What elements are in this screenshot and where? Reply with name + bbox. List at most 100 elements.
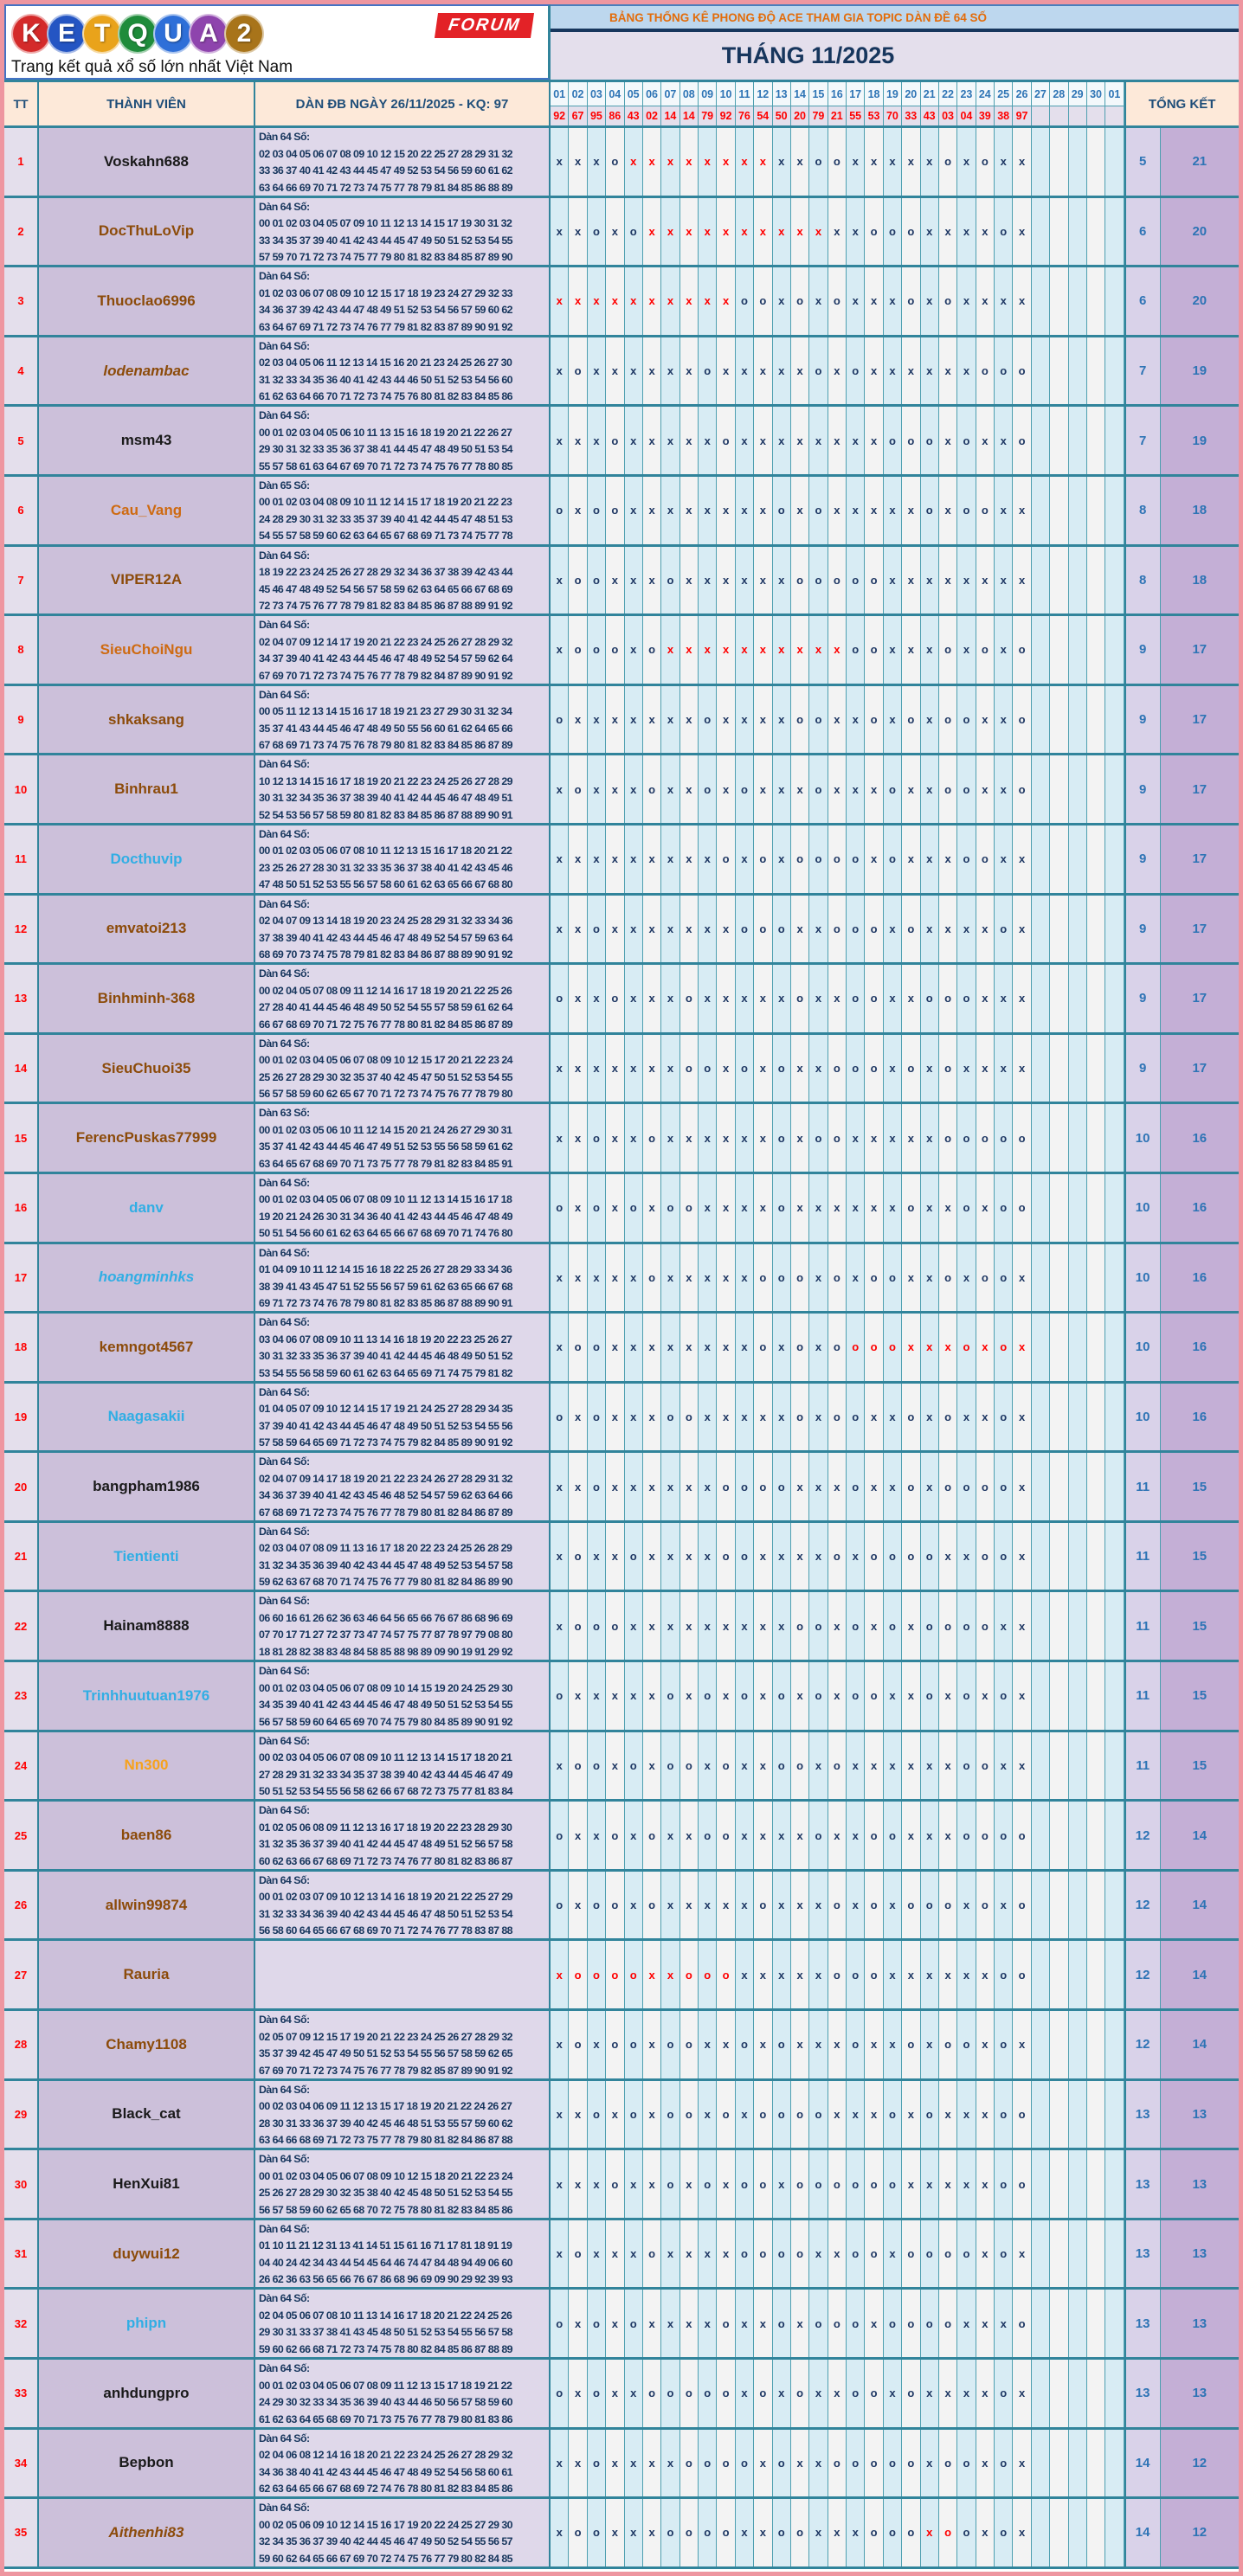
member-name[interactable]: Binhrau1 xyxy=(114,781,178,798)
member-name[interactable]: hoangminhks xyxy=(98,1269,195,1286)
mark-cell xyxy=(1050,1243,1069,1312)
member-name[interactable]: Thuoclao6996 xyxy=(97,292,196,309)
member-name[interactable]: lodenambac xyxy=(103,362,190,379)
dan-numbers-line: 34 36 37 39 42 43 44 47 48 49 51 52 53 5… xyxy=(259,304,513,317)
mark-cell: x xyxy=(624,616,643,684)
day-number: 03 xyxy=(587,82,606,106)
member-name[interactable]: Tientienti xyxy=(113,1547,179,1564)
mark-cell: x xyxy=(754,755,773,823)
member-name[interactable]: Naagasakii xyxy=(107,1408,185,1425)
mark-cell: x xyxy=(957,337,976,405)
member-name[interactable]: kemngot4567 xyxy=(99,1338,194,1355)
mark-cell xyxy=(1050,616,1069,684)
row-number: 9 xyxy=(4,685,39,754)
member-name[interactable]: Black_cat xyxy=(112,2105,181,2123)
mark-cell: x xyxy=(551,2499,570,2566)
member-name[interactable]: Hainam8888 xyxy=(103,1617,190,1635)
dan-cell: Dàn 64 Số: 00 01 02 03 04 05 07 09 10 11 … xyxy=(255,197,551,266)
mark-cell: o xyxy=(976,1243,995,1312)
mark-cell: x xyxy=(661,476,680,544)
mark-cell: x xyxy=(754,337,773,405)
day-result xyxy=(1105,106,1124,125)
mark-cell: x xyxy=(902,1662,921,1730)
mark-cell: o xyxy=(642,1871,662,1939)
dan-numbers-line: 01 02 03 06 07 08 09 10 12 15 17 18 19 2… xyxy=(259,286,513,299)
mark-cell: x xyxy=(883,476,903,544)
member-name[interactable]: Nn300 xyxy=(124,1757,169,1774)
member-name[interactable]: Rauria xyxy=(123,1966,170,1983)
mark-cell: o xyxy=(957,2219,976,2288)
member-name[interactable]: HenXui81 xyxy=(113,2175,180,2193)
mark-cell xyxy=(1086,1173,1106,1242)
dan-numbers-line: 57 58 59 64 65 69 71 72 73 74 75 79 82 8… xyxy=(259,1436,513,1449)
mark-cell: o xyxy=(809,685,828,754)
day-number: 01 xyxy=(551,82,569,106)
mark-cell: o xyxy=(865,2499,884,2566)
mark-cell: x xyxy=(1013,1522,1032,1590)
member-name[interactable]: Voskahn688 xyxy=(104,152,189,170)
mark-cell: x xyxy=(957,2360,976,2427)
mark-cell: x xyxy=(938,895,958,963)
member-name[interactable]: msm43 xyxy=(120,432,172,449)
mark-cell: x xyxy=(624,685,643,754)
dan-numbers-line: 25 26 27 28 29 30 32 35 38 40 42 45 48 5… xyxy=(259,2187,513,2200)
member-name[interactable]: emvatoi213 xyxy=(106,920,187,937)
mark-cell: o xyxy=(938,2011,958,2078)
total-hit: 17 xyxy=(1160,685,1239,754)
mark-cell xyxy=(1105,755,1124,823)
member-name[interactable]: shkaksang xyxy=(108,710,184,728)
mark-cell: x xyxy=(587,1522,607,1590)
mark-cell xyxy=(1086,267,1106,335)
mark-cell: x xyxy=(1013,1662,1032,1730)
dan-title: Dàn 64 Số: xyxy=(259,1873,310,1886)
mark-cell xyxy=(1068,1802,1087,1869)
member-name[interactable]: Binhminh-368 xyxy=(97,989,196,1006)
mark-cell: x xyxy=(920,197,939,266)
mark-cell: x xyxy=(735,2080,755,2149)
member-name[interactable]: baen86 xyxy=(120,1827,172,1844)
day-result: 14 xyxy=(679,106,698,125)
mark-cell: o xyxy=(883,2290,903,2357)
member-name[interactable]: SieuChoiNgu xyxy=(100,640,193,658)
member-name[interactable]: Trinhhuutuan1976 xyxy=(82,1686,210,1704)
mark-cell: o xyxy=(569,337,588,405)
mark-cell: o xyxy=(661,2150,680,2218)
member-name[interactable]: Docthuvip xyxy=(110,850,183,867)
member-name[interactable]: allwin99874 xyxy=(105,1896,188,1913)
dan-numbers-line: 67 69 70 71 72 73 74 75 76 77 78 79 82 8… xyxy=(259,669,513,682)
mark-cell: x xyxy=(1013,2360,1032,2427)
mark-cell: o xyxy=(754,2219,773,2288)
member-name[interactable]: bangpham1986 xyxy=(93,1478,200,1495)
mark-cell xyxy=(1105,1802,1124,1869)
member-name[interactable]: anhdungpro xyxy=(103,2384,190,2401)
member-name[interactable]: Bepbon xyxy=(119,2454,174,2471)
mark-cell: x xyxy=(569,1802,588,1869)
mark-cell: x xyxy=(772,407,791,474)
member-name[interactable]: duywui12 xyxy=(113,2245,180,2262)
member-name[interactable]: Aithenhi83 xyxy=(108,2523,184,2541)
member-cell: baen86 xyxy=(39,1802,255,1869)
mark-cell xyxy=(1050,2080,1069,2149)
mark-cell: o xyxy=(957,1314,976,1381)
mark-cell: o xyxy=(957,1802,976,1869)
member-name[interactable]: Cau_Vang xyxy=(110,501,183,518)
mark-cell: x xyxy=(828,2360,847,2427)
mark-cell xyxy=(1050,2219,1069,2288)
member-name[interactable]: danv xyxy=(129,1198,164,1216)
mark-cell: x xyxy=(606,546,625,614)
member-name[interactable]: Chamy1108 xyxy=(106,2035,187,2052)
member-name[interactable]: DocThuLoVip xyxy=(98,222,195,240)
member-name[interactable]: VIPER12A xyxy=(110,571,183,588)
mark-cell: o xyxy=(938,2499,958,2566)
dan-numbers-line: 00 01 02 03 05 06 07 08 10 11 12 13 15 1… xyxy=(259,845,512,858)
member-name[interactable]: SieuChuoi35 xyxy=(101,1059,191,1076)
mark-cell: x xyxy=(790,1941,810,2009)
mark-cell: o xyxy=(902,2219,921,2288)
member-name[interactable]: phipn xyxy=(126,2315,167,2332)
table-row: 27 Rauria x o o o o x x o o o x x x x x o o o x x x x x x o o 12 14 xyxy=(4,1941,1239,2012)
row-number: 24 xyxy=(4,1731,39,1800)
member-name[interactable]: FerencPuskas77999 xyxy=(75,1129,217,1147)
dan-title: Dàn 64 Số: xyxy=(259,409,310,422)
mark-cell: x xyxy=(938,2080,958,2149)
